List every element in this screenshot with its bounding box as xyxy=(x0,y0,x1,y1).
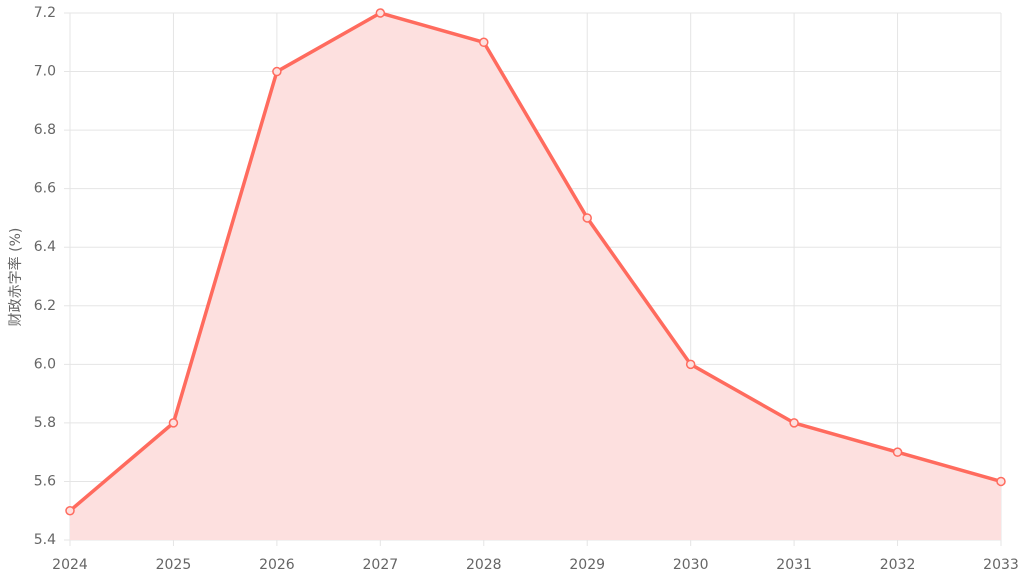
point xyxy=(168,418,179,428)
y-tick-label: 7.2 xyxy=(34,5,56,21)
point xyxy=(65,505,75,516)
area xyxy=(70,13,1001,540)
x-tick-label: 2027 xyxy=(363,557,399,573)
x-tick-label: 2033 xyxy=(983,557,1019,573)
y-tick-label: 7.0 xyxy=(34,64,56,80)
y-tick-label: 6.6 xyxy=(34,181,56,197)
point xyxy=(789,418,799,428)
line xyxy=(68,11,1002,513)
y-tick-label: 5.4 xyxy=(34,532,56,548)
y-tick-label: 6.4 xyxy=(34,239,56,255)
y-tick-label: 6.2 xyxy=(34,298,56,314)
y-axis-label: 财政赤字率 (%) xyxy=(7,228,24,327)
x-tick-label: 2031 xyxy=(776,557,812,573)
x-tick-label: 2029 xyxy=(569,557,605,573)
x-tick-label: 2028 xyxy=(466,557,502,573)
point xyxy=(685,359,696,370)
x-tick-label: 2030 xyxy=(673,557,709,573)
y-tick-label: 5.6 xyxy=(34,473,56,489)
x-tick-label: 2024 xyxy=(52,557,88,573)
y-tick-label: 5.8 xyxy=(34,415,56,431)
x-tick-label: 2025 xyxy=(156,557,192,573)
point xyxy=(892,447,903,457)
x-tick-label: 2026 xyxy=(259,557,295,573)
point xyxy=(272,66,282,77)
point xyxy=(582,213,592,223)
point xyxy=(479,37,489,48)
y-tick-label: 6.0 xyxy=(34,356,56,372)
y-tick-label: 6.8 xyxy=(34,122,56,138)
point xyxy=(375,8,386,18)
x-tick-label: 2032 xyxy=(880,557,916,573)
point xyxy=(996,476,1006,487)
